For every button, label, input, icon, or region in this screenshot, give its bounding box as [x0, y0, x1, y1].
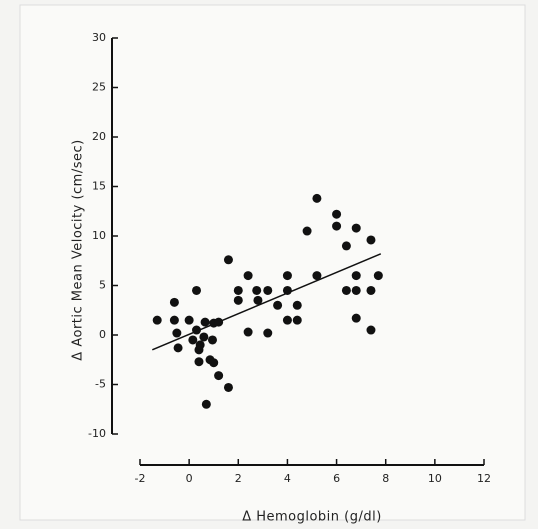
- point: [292, 300, 302, 310]
- x-tick-label: 2: [235, 472, 242, 485]
- point: [209, 358, 219, 368]
- page-background: [19, 4, 526, 521]
- point: [152, 315, 162, 325]
- point: [243, 271, 253, 281]
- point: [341, 285, 351, 295]
- point: [312, 193, 322, 203]
- point: [312, 271, 322, 281]
- y-tick-label: 5: [99, 279, 106, 292]
- point: [207, 335, 217, 345]
- point: [341, 241, 351, 251]
- point: [282, 285, 292, 295]
- point: [184, 315, 194, 325]
- point: [292, 315, 302, 325]
- point: [214, 317, 224, 327]
- point: [173, 343, 183, 353]
- point: [373, 271, 383, 281]
- x-tick-label: 12: [477, 472, 491, 485]
- y-tick-label: 20: [92, 130, 106, 143]
- x-tick-label: 10: [428, 472, 442, 485]
- point: [214, 371, 224, 381]
- point: [366, 235, 376, 245]
- point: [199, 332, 209, 342]
- point: [282, 271, 292, 281]
- y-axis-title: Δ Aortic Mean Velocity (cm/sec): [71, 139, 86, 360]
- point: [172, 328, 182, 338]
- x-tick-label: -2: [135, 472, 146, 485]
- point: [192, 285, 202, 295]
- point: [188, 335, 198, 345]
- y-tick-label: -10: [88, 427, 106, 440]
- y-tick-label: 30: [92, 31, 106, 44]
- point: [263, 328, 273, 338]
- point: [366, 285, 376, 295]
- point: [351, 271, 361, 281]
- point: [253, 295, 263, 305]
- point: [223, 382, 233, 392]
- point: [351, 313, 361, 323]
- point: [282, 315, 292, 325]
- point: [200, 317, 210, 327]
- point: [195, 340, 205, 350]
- point: [351, 285, 361, 295]
- point: [243, 327, 253, 337]
- point: [332, 221, 342, 231]
- point: [169, 315, 179, 325]
- y-tick-label: 15: [92, 180, 106, 193]
- y-tick-label: 10: [92, 229, 106, 242]
- point: [194, 357, 204, 367]
- x-tick-label: 8: [382, 472, 389, 485]
- y-tick-label: 0: [99, 328, 106, 341]
- point: [302, 226, 312, 236]
- point: [223, 255, 233, 265]
- point: [252, 285, 262, 295]
- y-tick-label: 25: [92, 81, 106, 94]
- point: [192, 325, 202, 335]
- point: [366, 325, 376, 335]
- x-tick-label: 6: [333, 472, 340, 485]
- point: [233, 285, 243, 295]
- x-tick-label: 0: [186, 472, 193, 485]
- point: [263, 285, 273, 295]
- trend-line: [151, 253, 382, 351]
- point: [332, 209, 342, 219]
- point: [273, 300, 283, 310]
- x-tick-label: 4: [284, 472, 291, 485]
- y-tick-label: -5: [95, 378, 106, 391]
- point: [233, 295, 243, 305]
- point: [201, 399, 211, 409]
- point: [351, 223, 361, 233]
- point: [169, 297, 179, 307]
- x-axis-title: Δ Hemoglobin (g/dl): [242, 510, 382, 525]
